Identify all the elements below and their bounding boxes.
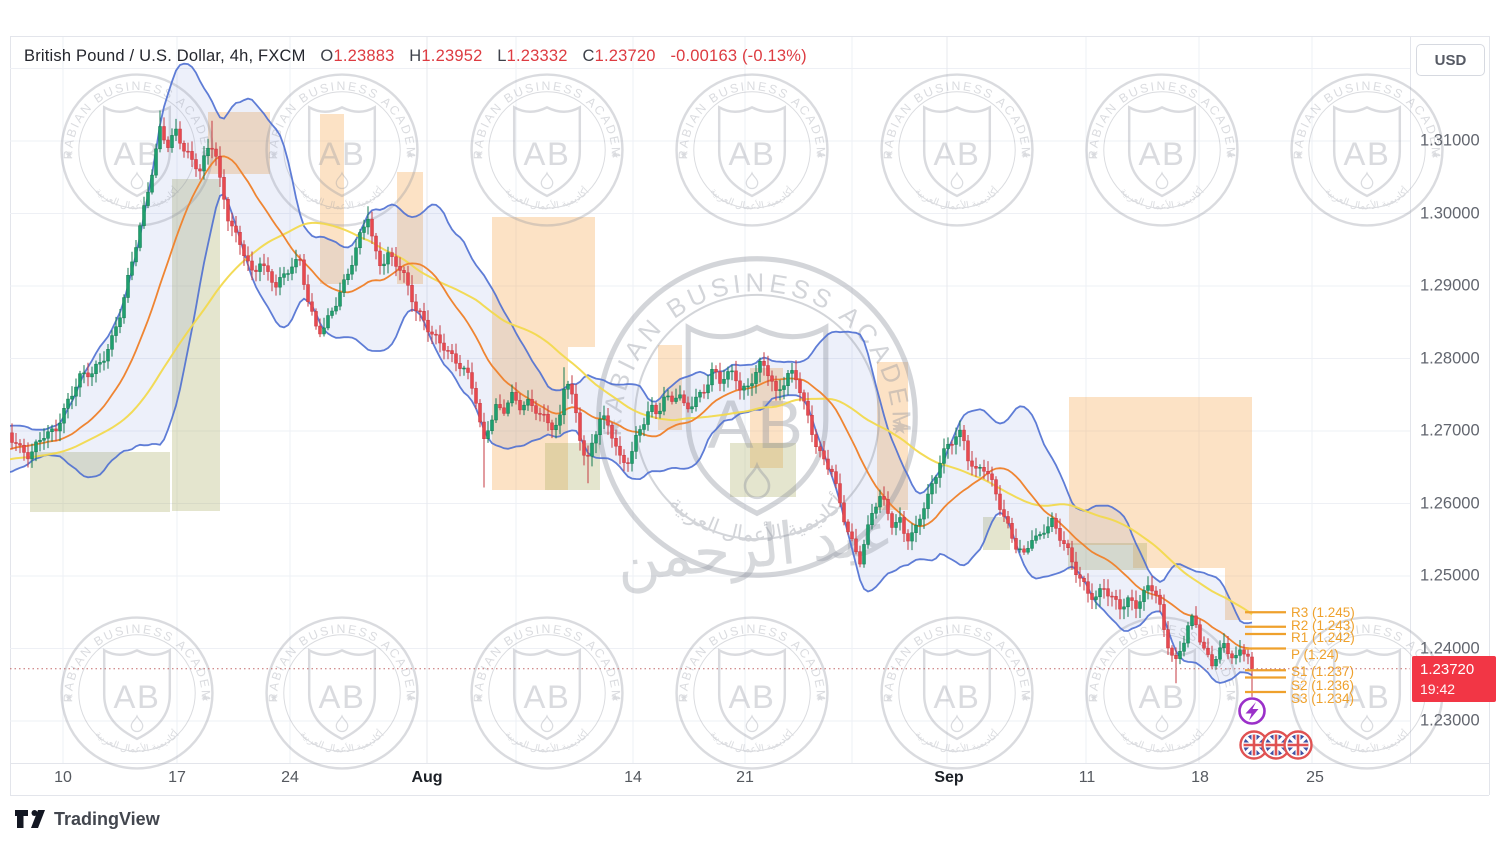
price-tick-label: 1.28000: [1420, 349, 1480, 367]
lightning-event-icon[interactable]: [1238, 697, 1266, 725]
time-tick-label: 21: [736, 769, 754, 786]
pivot-label: S1 (1.237): [1291, 664, 1354, 679]
uk-flag-event-icon[interactable]: [1283, 730, 1313, 760]
time-tick-label: 17: [168, 769, 186, 786]
pivot-label: R1 (1.242): [1291, 630, 1355, 645]
pivot-label: S3 (1.234): [1291, 691, 1354, 706]
price-tick-label: 1.31000: [1420, 131, 1480, 150]
open-value: 1.23883: [333, 47, 395, 65]
pivot-levels: R3 (1.245)R2 (1.243)R1 (1.242) P (1.24) S1…: [1245, 605, 1355, 706]
time-tick-label: 14: [624, 769, 642, 786]
time-tick-label: Aug: [411, 769, 443, 786]
tradingview-brand-text: TradingView: [54, 808, 160, 829]
high-label: H: [409, 47, 422, 65]
open-label: O: [320, 47, 334, 65]
uk-flag-event-icon[interactable]: [1239, 730, 1269, 760]
pivot-label: S2 (1.236): [1291, 678, 1354, 693]
time-axis-separator: [10, 763, 1489, 764]
price-axis-separator: [1410, 36, 1411, 763]
supply-zone: [492, 347, 568, 490]
change-value: -0.00163 (-0.13%): [670, 47, 807, 65]
last-price-value: 1.23720: [1420, 661, 1475, 678]
price-tick-label: 1.23000: [1420, 711, 1480, 730]
low-value: 1.23332: [506, 47, 568, 65]
last-price-badge: 1.23720 19:42: [1412, 656, 1496, 702]
supply-zone: [1133, 397, 1225, 568]
demand-zone: [30, 452, 170, 512]
supply-zone: [1069, 397, 1133, 545]
tradingview-logo-icon: [15, 810, 45, 828]
price-tick-label: 1.25000: [1420, 566, 1480, 585]
high-value: 1.23952: [421, 47, 483, 65]
frame-bottom: [10, 795, 1489, 796]
price-tick-label: 1.27000: [1420, 421, 1480, 440]
bollinger-fill: [10, 63, 1252, 683]
sma-slow-line: [10, 221, 1253, 616]
bollinger-lower-band: [10, 192, 1253, 684]
frame-left: [10, 36, 11, 795]
candles: [10, 110, 1254, 697]
pivot-label: R2 (1.243): [1291, 618, 1355, 633]
time-tick-label: 18: [1191, 769, 1209, 786]
time-tick-label: 11: [1078, 769, 1096, 786]
tradingview-attribution[interactable]: TradingView: [14, 808, 160, 830]
pivot-label: P (1.24): [1291, 647, 1339, 662]
low-label: L: [497, 47, 507, 65]
frame-top: [10, 36, 1489, 37]
price-tick-label: 1.24000: [1420, 639, 1480, 657]
time-tick-label: Sep: [934, 769, 964, 786]
uk-flag-event-icon[interactable]: [1261, 730, 1291, 760]
supply-zone: [1225, 397, 1252, 620]
close-value: 1.23720: [594, 47, 656, 65]
time-tick-label: 10: [54, 769, 72, 786]
close-label: C: [582, 47, 595, 65]
time-tick-label: 24: [281, 769, 299, 786]
demand-zone: [1068, 543, 1147, 570]
series-layer: [10, 62, 1254, 697]
pivot-label: R3 (1.245): [1291, 605, 1355, 620]
symbol-title: British Pound / U.S. Dollar, 4h, FXCM: [24, 47, 306, 65]
price-tick-label: 1.30000: [1420, 204, 1480, 222]
last-price-time: 19:42: [1420, 681, 1456, 697]
supply-zone: [492, 217, 595, 347]
price-tick-label: 1.29000: [1420, 276, 1480, 295]
time-tick-label: 25: [1306, 769, 1324, 786]
sma-fast-line: [10, 155, 1253, 650]
supply-zone: [397, 172, 423, 284]
demand-zone: [172, 179, 220, 511]
price-tick-label: 1.26000: [1420, 494, 1480, 512]
symbol-legend[interactable]: British Pound / U.S. Dollar, 4h, FXCM O1…: [24, 47, 807, 66]
currency-button[interactable]: USD: [1416, 44, 1485, 76]
frame-right: [1489, 36, 1490, 795]
